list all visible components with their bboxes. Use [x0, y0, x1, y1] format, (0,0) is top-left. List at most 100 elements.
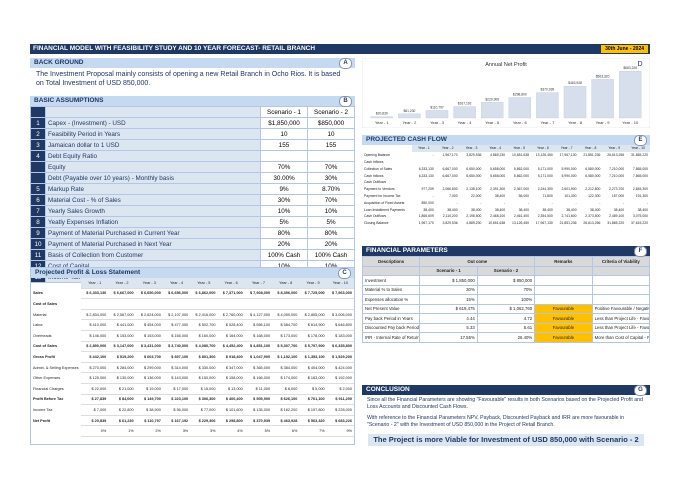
cell: $ 1,062,760 [476, 303, 536, 314]
cell: Favourable [534, 322, 593, 333]
section-title: BACK GROUND [34, 59, 84, 66]
cell: Cash Inflows [364, 173, 384, 178]
cell: 5% [244, 425, 273, 437]
data-label: $683,226 [623, 66, 637, 70]
cell: 2,601,900 [561, 187, 577, 192]
cell: 15% [419, 294, 478, 305]
cell: $ 442,100 [81, 351, 109, 363]
header-row: Year - 1 Year - 2 Year - 3 Year - 4 Year - 5… [362, 145, 650, 152]
cell: 2,273,700 [609, 187, 625, 192]
cell: 5% [260, 216, 308, 228]
cell: Net Present Value [361, 303, 421, 314]
conclusion-section: CONCLUSION G Since all the Financial Para… [362, 385, 650, 460]
table-row: Opening Balance - 1,967,170 3,829,536 4,889,… [362, 152, 650, 159]
cell: $ 84,000 [108, 394, 136, 406]
x-tick-label: Year - 8 [568, 120, 583, 125]
cell: 155 [307, 139, 355, 151]
table-row: Payment for Income Tax - 7,000 22,000 38,400… [362, 193, 650, 200]
cell: 5 [30, 183, 46, 195]
column-header: Scenario - 1 [419, 265, 478, 276]
cell: $ 125,000 [81, 372, 109, 384]
cell: Cash Inflows [364, 159, 384, 164]
cell: 9% [326, 425, 354, 437]
table-row: 0% 1% 2% 3% 3% 4% 5% 6% 7% 9% [31, 425, 354, 437]
cell: 70% [260, 161, 308, 173]
cell: Pay back Period in Years [361, 313, 421, 324]
cell: 10% [307, 205, 355, 217]
cell: 2,391,300 [490, 187, 506, 192]
cell: Jamaican dollar to 1 USD [45, 139, 261, 151]
cell: $ 5,000 [299, 383, 327, 395]
cell: Loan Installment Payments [364, 207, 405, 212]
cell: $ 1,850,000 [419, 275, 478, 286]
cell: 17.55% [419, 332, 478, 343]
cell: $ 3,147,000 [108, 341, 136, 353]
cell: 30% [307, 172, 355, 184]
table-row: Other Expenses $ 125,000 $ 130,000 $ 136,00… [31, 372, 354, 384]
cell: Labor [33, 323, 43, 328]
cash-flow-table: Year - 1 Year - 2 Year - 3 Year - 4 Year - 5… [362, 145, 650, 227]
cell: Less than Project Life - Favourable [591, 313, 651, 324]
table-row: Profit Before Tax $ 27,839 $ 84,000 $ 149,7… [31, 394, 354, 406]
section-header: CONCLUSION G [362, 385, 650, 396]
table-row: Net Profit $ 20,839 $ 61,230 $ 110,797 $ 167… [31, 415, 354, 427]
cell [626, 179, 650, 186]
column-header: Year - 3 [459, 145, 484, 152]
column-header: Year - 4 [483, 145, 508, 152]
cell: $ 77,000 [190, 404, 218, 416]
header-row: Descriptions Out come Remarks Criteria of V… [361, 256, 651, 267]
cell: 2,198,500 [466, 214, 482, 219]
cell [555, 159, 579, 166]
column-header: Remarks [534, 256, 593, 267]
header-row: Year - 1 Year - 2 Year - 3 Year - 4 Year - 5… [31, 278, 354, 289]
cell: IRR - Internal Rate of Return [361, 332, 421, 343]
column-header: Year - 6 [217, 278, 245, 289]
cell [162, 298, 191, 310]
cell: $ 192,000 [326, 372, 354, 384]
cell: $ 584,700 [272, 319, 300, 331]
cell: 5% [307, 216, 355, 228]
cell [31, 278, 81, 288]
chart: Annual Net Profit D $20,839 Year - 1 $61,230… [361, 57, 651, 129]
cell: 977,209 [421, 187, 434, 192]
conclusion-highlight: The Project is more Viable for Investmen… [368, 434, 644, 446]
cell: 1 [30, 117, 46, 129]
cell: 3,075,000 [632, 214, 648, 219]
cell: 6,650,000 [466, 166, 482, 171]
cell: $ 38,900 [135, 404, 163, 416]
cell: 4% [217, 425, 245, 437]
cell: $ 143,000 [162, 372, 191, 384]
x-tick-label: Year - 6 [513, 120, 528, 125]
table-row: Pay back Period in Years 4.44 4.72 Favourab… [361, 313, 651, 324]
column-header: Year - 3 [135, 278, 163, 289]
section-header: FINANCIAL PARAMETERS F [362, 246, 650, 257]
cell: $ 3,431,000 [135, 341, 163, 353]
profit-loss-section: Projected Profit & Loss Statement C Year … [30, 267, 355, 445]
cell: 6,667,000 [442, 173, 458, 178]
x-tick-label: Year - 7 [540, 120, 555, 125]
cell: - [599, 200, 601, 205]
cell [217, 298, 245, 310]
cell: 5,862,000 [513, 166, 529, 171]
cell: $ 306,300 [190, 394, 218, 406]
cell: 5,658,000 [490, 173, 506, 178]
table-row: Expenses allocation % 15% 100% [361, 294, 651, 305]
table-row: 2 Feasibility Period in Years 10 10 [30, 128, 355, 140]
cell [436, 179, 460, 186]
cell: 2,138,100 [466, 187, 482, 192]
cell: 30.00% [260, 172, 308, 184]
cell: $ 13,000 [217, 383, 245, 395]
cell [507, 159, 531, 166]
cell: $ 556,100 [244, 319, 273, 331]
cell: 22,000 [471, 193, 482, 198]
paragraph: With reference to the Financial Paramete… [367, 415, 625, 428]
column-header: Criteria of Viability [591, 256, 651, 267]
table-row: Cash Outflows 1,866,609 2,110,200 2,198,500… [362, 213, 650, 220]
cell [361, 265, 421, 276]
cell: Admin. & Selling Expenses [33, 365, 79, 370]
cell: 1,967,170 [442, 153, 458, 158]
cell: Material Cost - % of Sales [45, 194, 261, 206]
table-row: Labor $ 410,000 $ 441,000 $ 454,000 $ 477,00… [31, 319, 354, 331]
table-row: Net Present Value $ 619,475 $ 1,062,760 Fav… [361, 303, 651, 314]
cell: Closing Balance [364, 221, 389, 226]
